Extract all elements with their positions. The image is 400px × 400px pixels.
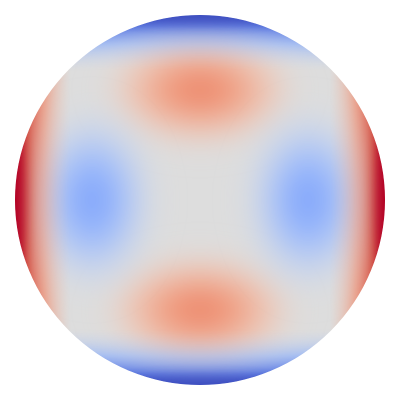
- edge-cool-top: [130, 15, 270, 23]
- edge-warm-right: [376, 130, 385, 270]
- rim-cool-top-bottom: [15, 15, 385, 385]
- disk-field: [15, 15, 385, 385]
- edge-warm-left: [15, 130, 24, 270]
- edge-cool-bottom: [130, 377, 270, 385]
